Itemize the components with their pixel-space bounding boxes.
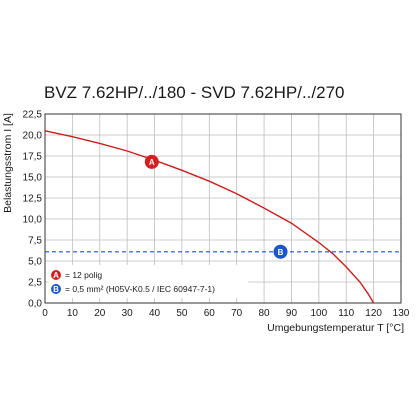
legend-marker-a [51, 270, 61, 280]
x-tick-label: 120 [365, 308, 382, 319]
x-tick-label: 10 [67, 308, 79, 319]
series-marker-a [144, 154, 159, 169]
legend-marker-label: B [53, 285, 59, 294]
x-tick-label: 100 [311, 308, 328, 319]
x-tick-label: 50 [176, 308, 188, 319]
series-marker-label: A [149, 158, 155, 167]
y-tick-label: 17,5 [23, 152, 43, 163]
y-tick-label: 20,0 [23, 131, 43, 142]
x-axis-label: Umgebungstemperatur T [°C] [267, 322, 404, 334]
y-tick-label: 22,5 [23, 110, 43, 121]
y-tick-label: 7,5 [28, 236, 42, 247]
x-tick-label: 30 [122, 308, 134, 319]
plot-frame [44, 113, 402, 304]
legend-entry-text: = 0,5 mm² (H05V-K0.5 / IEC 60947-7-1) [65, 284, 215, 294]
x-tick-label: 0 [42, 308, 48, 319]
legend: A = 12 polig B = 0,5 mm² (H05V-K0.5 / IEC 6… [48, 265, 248, 298]
y-tick-label: 10,0 [23, 215, 43, 226]
y-tick-label: 2,5 [28, 278, 42, 289]
legend-marker-b [51, 284, 61, 294]
legend-marker-label: A [53, 271, 59, 280]
series-line-a [44, 130, 375, 304]
x-tick-label: 80 [259, 308, 271, 319]
x-tick-label: 90 [286, 308, 298, 319]
y-axis-label: Belastungsstrom I [A] [2, 113, 14, 213]
series-layer [44, 130, 401, 304]
y-tick-label: 15,0 [23, 173, 43, 184]
legend-background [48, 265, 248, 298]
series-marker-label: B [278, 248, 284, 257]
y-tick-label: 5,0 [28, 257, 42, 268]
x-tick-label: 20 [94, 308, 106, 319]
series-marker-b [273, 244, 288, 259]
x-tick-label: 70 [231, 308, 243, 319]
chart-title: BVZ 7.62HP/../180 - SVD 7.62HP/../270 [44, 83, 345, 102]
series-markers: AB [144, 154, 288, 259]
y-tick-label: 0,0 [28, 299, 42, 310]
x-tick-label: 110 [338, 308, 354, 319]
y-tick-label: 12,5 [23, 194, 43, 205]
axis-ticks: 0 10 20 30 40 50 60 70 80 90 100 110 120 130 0,0 2,5 5,0… [23, 110, 410, 320]
legend-entry-text: = 12 polig [65, 270, 102, 280]
x-tick-label: 130 [393, 308, 410, 319]
x-tick-label: 40 [149, 308, 161, 319]
x-tick-label: 60 [204, 308, 216, 319]
